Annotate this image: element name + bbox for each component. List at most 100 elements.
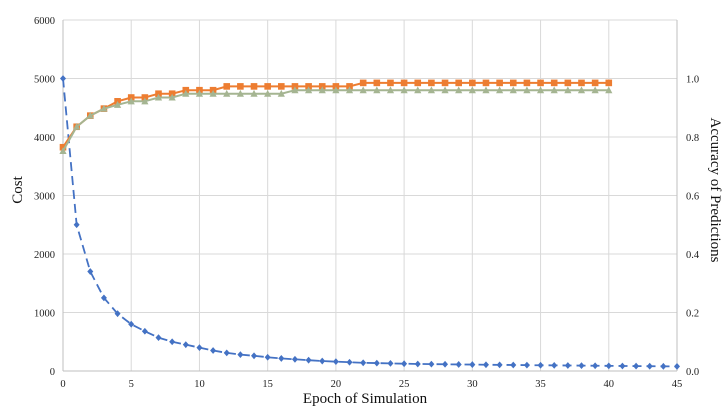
data-point xyxy=(291,355,298,363)
data-point xyxy=(345,86,354,94)
data-point xyxy=(141,327,148,335)
data-point xyxy=(182,89,190,97)
data-point xyxy=(141,94,149,101)
data-point xyxy=(386,86,395,94)
x-tick-label: 10 xyxy=(194,379,205,390)
data-point xyxy=(359,86,367,94)
data-point xyxy=(291,86,299,94)
y2-tick-label: 1.0 xyxy=(686,75,699,86)
x-tick-label: 25 xyxy=(399,379,410,390)
data-point xyxy=(469,361,476,368)
data-point xyxy=(482,86,490,94)
data-point xyxy=(100,104,108,112)
data-point xyxy=(578,79,585,87)
data-point xyxy=(305,86,313,94)
x-tick-label: 20 xyxy=(331,379,342,390)
data-point xyxy=(428,360,435,368)
data-point xyxy=(441,79,449,87)
data-point xyxy=(250,89,258,97)
data-point xyxy=(210,347,217,354)
data-point xyxy=(155,334,162,342)
data-point xyxy=(236,89,244,97)
data-point xyxy=(127,97,135,105)
data-point xyxy=(87,268,94,275)
data-point xyxy=(441,86,449,94)
data-point xyxy=(59,147,67,155)
data-point xyxy=(660,362,667,370)
data-point xyxy=(373,359,380,367)
data-point xyxy=(182,341,189,349)
y2-axis-title: Accuracy of Predictions xyxy=(707,118,723,263)
data-point xyxy=(537,79,544,87)
data-point xyxy=(251,352,258,360)
ticks: 0 5 10 15 20 25 30 35 40 45 0 1000 2000 3000 4000 5000 6… xyxy=(34,16,700,390)
data-point xyxy=(468,86,476,94)
data-point xyxy=(482,361,489,369)
data-point xyxy=(318,86,326,94)
data-point xyxy=(509,79,517,87)
y-tick-label: 3000 xyxy=(34,192,55,203)
data-point xyxy=(113,101,122,108)
data-point xyxy=(482,79,490,87)
y2-tick-label: 0.8 xyxy=(686,133,699,144)
data-point xyxy=(73,122,81,130)
data-point xyxy=(100,294,107,302)
data-point xyxy=(496,79,503,87)
data-point xyxy=(114,310,121,318)
data-point xyxy=(318,83,326,90)
data-point xyxy=(564,86,572,94)
data-point xyxy=(346,83,353,90)
y-tick-label: 6000 xyxy=(34,16,55,27)
data-point xyxy=(428,79,435,87)
series-1-line xyxy=(62,78,678,368)
data-point xyxy=(196,344,203,351)
data-point xyxy=(592,362,599,370)
data-point xyxy=(674,363,680,370)
data-point xyxy=(414,86,422,94)
data-point xyxy=(605,362,612,370)
data-point xyxy=(277,89,285,97)
data-point xyxy=(455,361,462,368)
data-point xyxy=(305,83,312,90)
data-point xyxy=(332,86,340,94)
grid xyxy=(63,19,678,371)
data-point xyxy=(455,79,462,87)
x-axis-title: Epoch of Simulation xyxy=(303,391,428,406)
data-point xyxy=(414,79,422,87)
data-point xyxy=(60,75,66,82)
data-point xyxy=(564,362,571,369)
data-point xyxy=(291,83,299,90)
x-tick-label: 40 xyxy=(604,379,615,390)
y-tick-label: 4000 xyxy=(34,133,55,144)
data-point xyxy=(223,89,231,97)
data-point xyxy=(223,83,231,90)
data-point xyxy=(373,86,381,94)
data-point xyxy=(332,358,339,366)
data-point xyxy=(168,90,176,98)
data-point xyxy=(373,79,381,87)
data-point xyxy=(346,358,353,366)
data-point xyxy=(195,89,204,97)
data-point xyxy=(427,86,435,94)
data-point xyxy=(455,86,463,94)
data-point xyxy=(264,83,271,90)
data-point xyxy=(523,79,531,87)
data-point xyxy=(496,86,504,94)
series-1 xyxy=(60,75,680,370)
series-3 xyxy=(59,86,613,155)
data-point xyxy=(305,356,312,364)
data-point xyxy=(127,94,135,101)
x-tick-label: 30 xyxy=(467,379,478,390)
data-point xyxy=(209,89,217,97)
data-point xyxy=(591,79,599,87)
x-tick-label: 0 xyxy=(60,379,65,390)
data-point xyxy=(577,86,586,94)
y2-tick-label: 0.4 xyxy=(686,250,700,261)
data-point xyxy=(360,359,367,367)
data-point xyxy=(537,361,544,369)
data-point xyxy=(523,361,530,369)
data-point xyxy=(510,361,517,369)
data-point xyxy=(168,93,176,101)
data-point xyxy=(264,353,271,361)
